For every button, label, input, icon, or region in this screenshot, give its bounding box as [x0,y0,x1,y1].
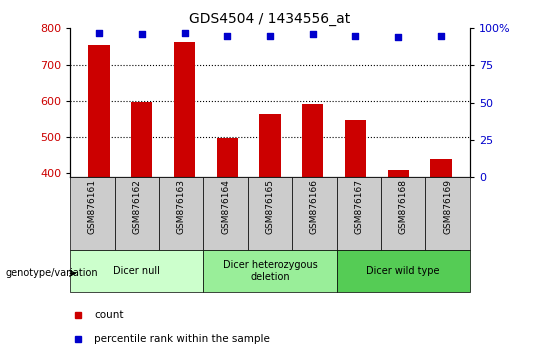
Point [138,32,146,37]
Bar [89,45,110,177]
Text: GSM876167: GSM876167 [354,179,363,234]
Point [394,34,402,40]
Text: GSM876163: GSM876163 [177,179,186,234]
Bar [248,177,292,250]
Text: GSM876166: GSM876166 [310,179,319,234]
Bar [345,120,366,177]
Point [223,33,232,39]
Point [308,32,317,37]
Text: genotype/variation: genotype/variation [5,268,98,278]
Text: GSM876161: GSM876161 [88,179,97,234]
Text: GSM876162: GSM876162 [132,179,141,234]
Text: Dicer heterozygous
deletion: Dicer heterozygous deletion [222,260,318,282]
Point [180,30,189,36]
Text: GSM876169: GSM876169 [443,179,452,234]
Bar [70,177,114,250]
Text: Dicer null: Dicer null [113,266,160,276]
Bar [259,114,281,177]
Text: count: count [94,310,124,320]
Point [351,33,360,39]
Bar [292,177,336,250]
Text: GSM876164: GSM876164 [221,179,230,234]
Point [266,33,274,39]
Bar [430,159,451,177]
Bar [174,42,195,177]
Bar [204,177,248,250]
Bar [381,177,426,250]
Bar [217,138,238,177]
Bar [159,177,204,250]
Title: GDS4504 / 1434556_at: GDS4504 / 1434556_at [190,12,350,26]
Text: GSM876165: GSM876165 [266,179,274,234]
Bar [114,177,159,250]
Bar [336,250,470,292]
Bar [388,170,409,177]
Bar [426,177,470,250]
Bar [70,250,204,292]
Bar [131,102,152,177]
Point [94,30,103,36]
Text: Dicer wild type: Dicer wild type [367,266,440,276]
Bar [302,104,323,177]
Text: percentile rank within the sample: percentile rank within the sample [94,334,270,344]
Bar [336,177,381,250]
Bar [204,250,336,292]
Text: GSM876168: GSM876168 [399,179,408,234]
Point [437,33,445,39]
